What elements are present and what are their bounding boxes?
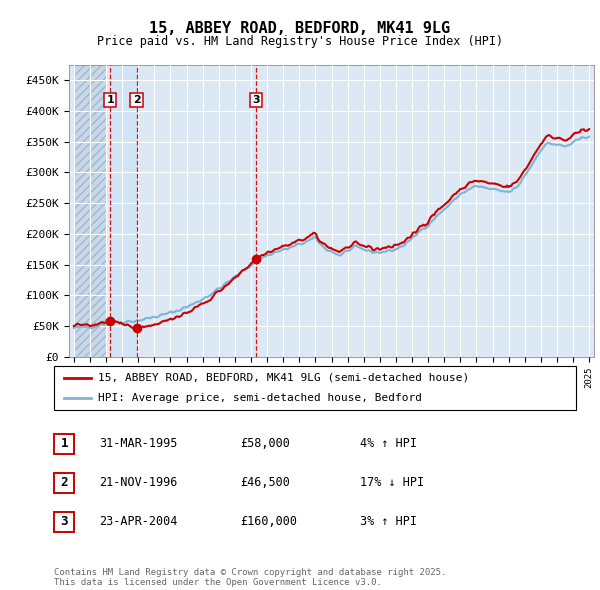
Text: 21-NOV-1996: 21-NOV-1996 bbox=[99, 476, 178, 489]
Text: £160,000: £160,000 bbox=[240, 515, 297, 528]
Text: 15, ABBEY ROAD, BEDFORD, MK41 9LG: 15, ABBEY ROAD, BEDFORD, MK41 9LG bbox=[149, 21, 451, 35]
Text: 2: 2 bbox=[133, 95, 140, 105]
Text: Contains HM Land Registry data © Crown copyright and database right 2025.
This d: Contains HM Land Registry data © Crown c… bbox=[54, 568, 446, 587]
Text: 4% ↑ HPI: 4% ↑ HPI bbox=[360, 437, 417, 450]
Text: HPI: Average price, semi-detached house, Bedford: HPI: Average price, semi-detached house,… bbox=[98, 393, 422, 403]
Text: 31-MAR-1995: 31-MAR-1995 bbox=[99, 437, 178, 450]
Text: 1: 1 bbox=[61, 437, 68, 450]
Text: 1: 1 bbox=[106, 95, 114, 105]
Text: 15, ABBEY ROAD, BEDFORD, MK41 9LG (semi-detached house): 15, ABBEY ROAD, BEDFORD, MK41 9LG (semi-… bbox=[98, 373, 470, 383]
Text: £58,000: £58,000 bbox=[240, 437, 290, 450]
Bar bbox=[74, 65, 106, 357]
Text: £46,500: £46,500 bbox=[240, 476, 290, 489]
Bar bbox=[110, 65, 137, 357]
Text: 2: 2 bbox=[61, 476, 68, 489]
Text: 3: 3 bbox=[61, 515, 68, 528]
Text: Price paid vs. HM Land Registry's House Price Index (HPI): Price paid vs. HM Land Registry's House … bbox=[97, 35, 503, 48]
Text: 23-APR-2004: 23-APR-2004 bbox=[99, 515, 178, 528]
FancyBboxPatch shape bbox=[54, 512, 74, 532]
Text: 3: 3 bbox=[252, 95, 260, 105]
Text: 3% ↑ HPI: 3% ↑ HPI bbox=[360, 515, 417, 528]
FancyBboxPatch shape bbox=[54, 366, 576, 410]
Text: 17% ↓ HPI: 17% ↓ HPI bbox=[360, 476, 424, 489]
FancyBboxPatch shape bbox=[54, 473, 74, 493]
FancyBboxPatch shape bbox=[54, 434, 74, 454]
